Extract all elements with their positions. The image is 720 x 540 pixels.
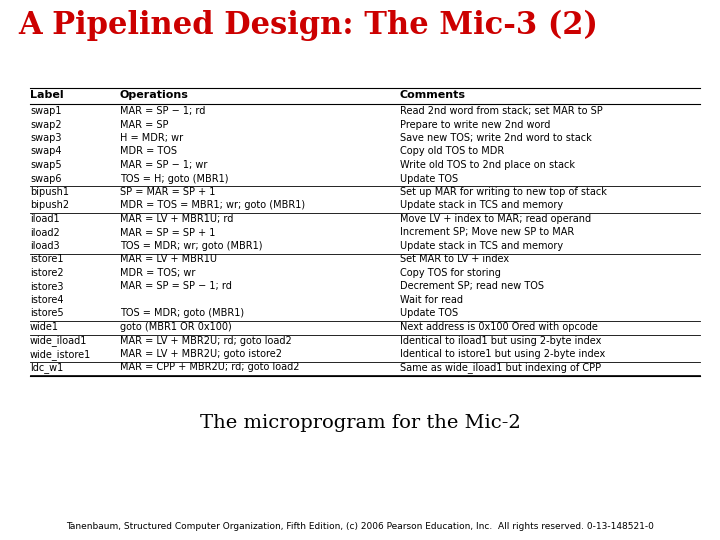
Text: MAR = LV + MBR1U: MAR = LV + MBR1U	[120, 254, 217, 265]
Text: Tanenbaum, Structured Computer Organization, Fifth Edition, (c) 2006 Pearson Edu: Tanenbaum, Structured Computer Organizat…	[66, 522, 654, 531]
Text: swap3: swap3	[30, 133, 61, 143]
Text: swap6: swap6	[30, 173, 61, 184]
Text: MAR = LV + MBR2U; rd; goto load2: MAR = LV + MBR2U; rd; goto load2	[120, 335, 292, 346]
Text: swap5: swap5	[30, 160, 62, 170]
Text: wide_istore1: wide_istore1	[30, 349, 91, 360]
Text: Update TOS: Update TOS	[400, 308, 458, 319]
Text: Write old TOS to 2nd place on stack: Write old TOS to 2nd place on stack	[400, 160, 575, 170]
Text: MAR = SP = SP − 1; rd: MAR = SP = SP − 1; rd	[120, 281, 232, 292]
Text: Next address is 0x100 Ored with opcode: Next address is 0x100 Ored with opcode	[400, 322, 598, 332]
Text: Identical to iload1 but using 2-byte index: Identical to iload1 but using 2-byte ind…	[400, 335, 601, 346]
Text: wide_iload1: wide_iload1	[30, 335, 87, 346]
Text: MAR = LV + MBR2U; goto istore2: MAR = LV + MBR2U; goto istore2	[120, 349, 282, 359]
Text: MAR = SP − 1; rd: MAR = SP − 1; rd	[120, 106, 205, 116]
Text: istore4: istore4	[30, 295, 63, 305]
Text: A Pipelined Design: The Mic-3 (2): A Pipelined Design: The Mic-3 (2)	[18, 10, 598, 41]
Text: MDR = TOS = MBR1; wr; goto (MBR1): MDR = TOS = MBR1; wr; goto (MBR1)	[120, 200, 305, 211]
Text: MAR = SP = SP + 1: MAR = SP = SP + 1	[120, 227, 215, 238]
Text: ldc_w1: ldc_w1	[30, 362, 63, 373]
Text: Read 2nd word from stack; set MAR to SP: Read 2nd word from stack; set MAR to SP	[400, 106, 603, 116]
Text: swap2: swap2	[30, 119, 62, 130]
Text: Save new TOS; write 2nd word to stack: Save new TOS; write 2nd word to stack	[400, 133, 592, 143]
Text: Update stack in TCS and memory: Update stack in TCS and memory	[400, 200, 563, 211]
Text: SP = MAR = SP + 1: SP = MAR = SP + 1	[120, 187, 215, 197]
Text: Label: Label	[30, 90, 63, 100]
Text: Update stack in TCS and memory: Update stack in TCS and memory	[400, 241, 563, 251]
Text: Same as wide_iload1 but indexing of CPP: Same as wide_iload1 but indexing of CPP	[400, 362, 601, 373]
Text: Copy TOS for storing: Copy TOS for storing	[400, 268, 501, 278]
Text: Identical to istore1 but using 2-byte index: Identical to istore1 but using 2-byte in…	[400, 349, 606, 359]
Text: iload1: iload1	[30, 214, 60, 224]
Text: TOS = MDR; wr; goto (MBR1): TOS = MDR; wr; goto (MBR1)	[120, 241, 263, 251]
Text: TOS = H; goto (MBR1): TOS = H; goto (MBR1)	[120, 173, 228, 184]
Text: Decrement SP; read new TOS: Decrement SP; read new TOS	[400, 281, 544, 292]
Text: swap4: swap4	[30, 146, 61, 157]
Text: istore3: istore3	[30, 281, 63, 292]
Text: MDR = TOS; wr: MDR = TOS; wr	[120, 268, 195, 278]
Text: H = MDR; wr: H = MDR; wr	[120, 133, 183, 143]
Text: Increment SP; Move new SP to MAR: Increment SP; Move new SP to MAR	[400, 227, 575, 238]
Text: MAR = CPP + MBR2U; rd; goto load2: MAR = CPP + MBR2U; rd; goto load2	[120, 362, 300, 373]
Text: Operations: Operations	[120, 90, 189, 100]
Text: Copy old TOS to MDR: Copy old TOS to MDR	[400, 146, 504, 157]
Text: MDR = TOS: MDR = TOS	[120, 146, 177, 157]
Text: Set MAR to LV + index: Set MAR to LV + index	[400, 254, 509, 265]
Text: MAR = SP: MAR = SP	[120, 119, 168, 130]
Text: MAR = SP − 1; wr: MAR = SP − 1; wr	[120, 160, 207, 170]
Text: Wait for read: Wait for read	[400, 295, 463, 305]
Text: Comments: Comments	[400, 90, 466, 100]
Text: istore5: istore5	[30, 308, 63, 319]
Text: The microprogram for the Mic-2: The microprogram for the Mic-2	[199, 414, 521, 432]
Text: MAR = LV + MBR1U; rd: MAR = LV + MBR1U; rd	[120, 214, 233, 224]
Text: Set up MAR for writing to new top of stack: Set up MAR for writing to new top of sta…	[400, 187, 607, 197]
Text: istore1: istore1	[30, 254, 63, 265]
Text: wide1: wide1	[30, 322, 59, 332]
Text: goto (MBR1 OR 0x100): goto (MBR1 OR 0x100)	[120, 322, 232, 332]
Text: bipush2: bipush2	[30, 200, 69, 211]
Text: TOS = MDR; goto (MBR1): TOS = MDR; goto (MBR1)	[120, 308, 244, 319]
Text: iload2: iload2	[30, 227, 60, 238]
Text: Prepare to write new 2nd word: Prepare to write new 2nd word	[400, 119, 550, 130]
Text: Update TOS: Update TOS	[400, 173, 458, 184]
Text: iload3: iload3	[30, 241, 60, 251]
Text: bipush1: bipush1	[30, 187, 69, 197]
Text: swap1: swap1	[30, 106, 61, 116]
Text: Move LV + index to MAR; read operand: Move LV + index to MAR; read operand	[400, 214, 591, 224]
Text: istore2: istore2	[30, 268, 63, 278]
